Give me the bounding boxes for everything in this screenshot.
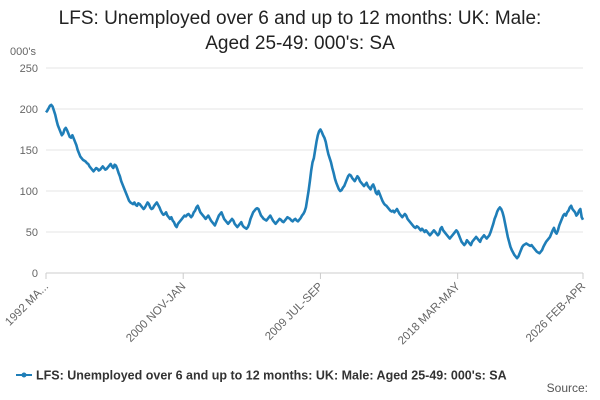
y-tick-label: 100 [20,186,38,198]
y-axis-unit: 000's [10,46,36,58]
y-tick-label: 250 [20,63,38,75]
chart-title: LFS: Unemployed over 6 and up to 12 mont… [58,8,542,54]
series-line [44,103,585,260]
y-tick-label: 0 [32,268,38,280]
y-tick-label: 50 [26,227,38,239]
x-tick-label: 2000 NOV-JAN [124,281,188,345]
legend-label: LFS: Unemployed over 6 and up to 12 mont… [36,369,507,383]
x-tick-label: 2026 FEB-APR [524,281,588,345]
legend-marker [21,372,27,378]
source: Source: [547,381,588,395]
y-tick-label: 200 [20,104,38,116]
y-tick-label: 150 [20,145,38,157]
x-tick-label: 1992 MA... [3,281,51,329]
x-tick-label: 2018 MAR-MAY [396,280,463,347]
x-tick-label: 2009 JUL-SEP [263,280,326,343]
